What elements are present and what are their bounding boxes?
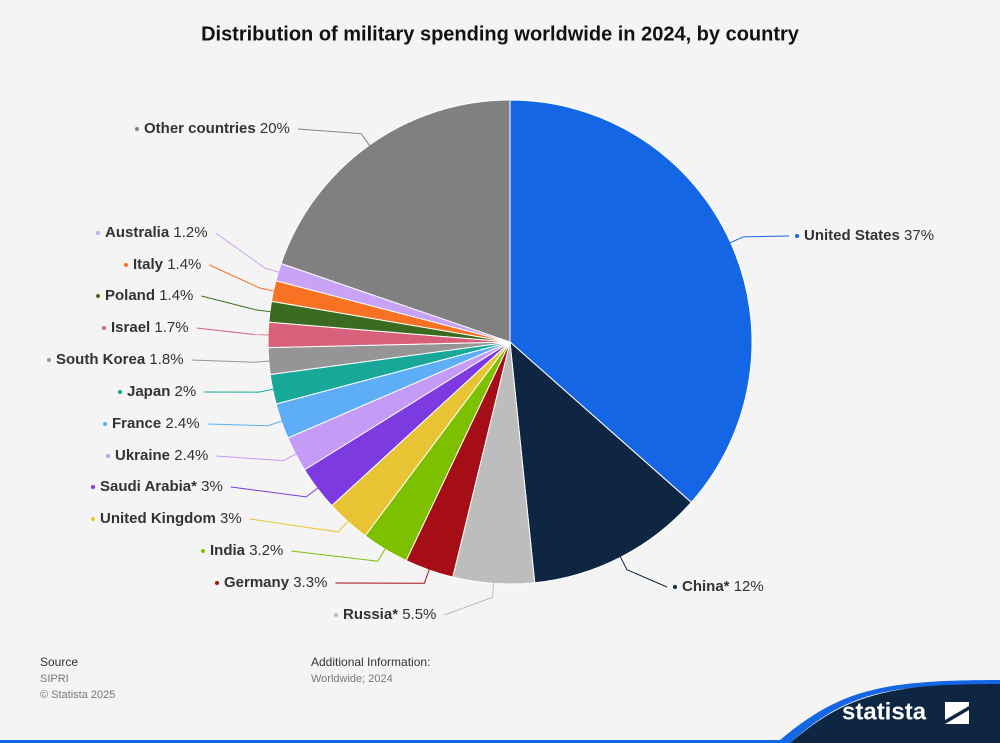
data-label: Saudi Arabia* 3% <box>100 478 223 495</box>
data-label: United Kingdom 3% <box>100 510 242 527</box>
source: SIPRI <box>40 673 69 685</box>
label-value: 2.4% <box>174 447 208 464</box>
label-name: Italy <box>133 256 164 273</box>
labels: United States 37% China* 12% Russia* 5.5% G… <box>47 120 934 623</box>
label-name: United Kingdom <box>100 510 216 527</box>
data-label: Israel 1.7% <box>111 319 189 336</box>
label-value: 2.4% <box>165 415 199 432</box>
data-label: Poland 1.4% <box>105 287 193 304</box>
label-name: United States <box>804 227 900 244</box>
label-name: Australia <box>105 224 170 241</box>
data-label: Other countries 20% <box>144 120 290 137</box>
info-label: Additional Information: <box>311 655 430 669</box>
leader-line <box>209 264 278 293</box>
label-value: 1.4% <box>167 256 201 273</box>
leader-line <box>291 545 388 562</box>
label-dot <box>201 549 205 553</box>
leader-line <box>297 128 373 149</box>
label-dot <box>124 263 128 267</box>
label-name: Germany <box>224 574 290 591</box>
leader-line <box>201 295 274 313</box>
label-dot <box>47 358 51 362</box>
data-label: Ukraine 2.4% <box>115 447 208 464</box>
pie <box>267 99 753 585</box>
label-name: South Korea <box>56 351 146 368</box>
label-value: 37% <box>904 227 934 244</box>
data-label: India 3.2% <box>210 542 283 559</box>
data-label: Germany 3.3% <box>224 574 327 591</box>
label-dot <box>103 422 107 426</box>
chart-title: Distribution of military spending worldw… <box>201 23 800 45</box>
label-dot <box>215 581 219 585</box>
data-label: France 2.4% <box>112 415 200 432</box>
label-name: France <box>112 415 161 432</box>
data-label: Japan 2% <box>127 383 196 400</box>
label-value: 12% <box>734 578 764 595</box>
leader-line <box>215 232 283 274</box>
label-value: 3.2% <box>249 542 283 559</box>
label-dot <box>673 585 677 589</box>
label-dot <box>795 234 799 238</box>
leader-line <box>196 327 273 336</box>
label-dot <box>91 485 95 489</box>
data-label: China* 12% <box>682 578 764 595</box>
label-value: 1.7% <box>154 319 188 336</box>
logo-wave <box>0 680 1000 743</box>
label-name: Israel <box>111 319 150 336</box>
label-dot <box>102 326 106 330</box>
logo: statista <box>842 698 927 725</box>
label-value: 1.4% <box>159 287 193 304</box>
label-value: 1.2% <box>173 224 207 241</box>
data-label: Italy 1.4% <box>133 256 201 273</box>
leader-line <box>444 579 495 616</box>
label-value: 3% <box>220 510 242 527</box>
label-name: Poland <box>105 287 155 304</box>
leader-line <box>249 518 351 533</box>
data-label: Australia 1.2% <box>105 224 208 241</box>
data-label: Russia* 5.5% <box>343 606 436 623</box>
logo-bg <box>790 683 1000 743</box>
label-name: China* <box>682 578 730 595</box>
label-name: Saudi Arabia* <box>100 478 197 495</box>
data-label: South Korea 1.8% <box>56 351 184 368</box>
label-name: Russia* <box>343 606 398 623</box>
logo-icon <box>945 702 969 724</box>
data-label: United States 37% <box>804 227 934 244</box>
label-value: 3% <box>201 478 223 495</box>
label-value: 1.8% <box>149 351 183 368</box>
leader-line <box>216 451 300 462</box>
copyright: © Statista 2025 <box>40 689 115 701</box>
leader-line <box>207 419 286 427</box>
label-dot <box>96 231 100 235</box>
label-name: Other countries <box>144 120 256 137</box>
label-dot <box>106 454 110 458</box>
label-dot <box>118 390 122 394</box>
leader-line <box>191 359 273 363</box>
label-dot <box>96 294 100 298</box>
label-value: 2% <box>175 383 197 400</box>
label-name: India <box>210 542 246 559</box>
leader-line <box>726 235 790 245</box>
leader-line <box>204 388 277 393</box>
label-value: 5.5% <box>402 606 436 623</box>
source-label: Source <box>40 655 78 669</box>
leader-line <box>335 566 431 584</box>
label-dot <box>334 613 338 617</box>
label-value: 3.3% <box>293 574 327 591</box>
label-name: Japan <box>127 383 170 400</box>
label-value: 20% <box>260 120 290 137</box>
label-dot <box>135 127 139 131</box>
label-name: Ukraine <box>115 447 170 464</box>
leader-line <box>618 553 668 588</box>
info: Worldwide; 2024 <box>311 673 393 685</box>
label-dot <box>91 517 95 521</box>
leader-line <box>230 485 321 498</box>
